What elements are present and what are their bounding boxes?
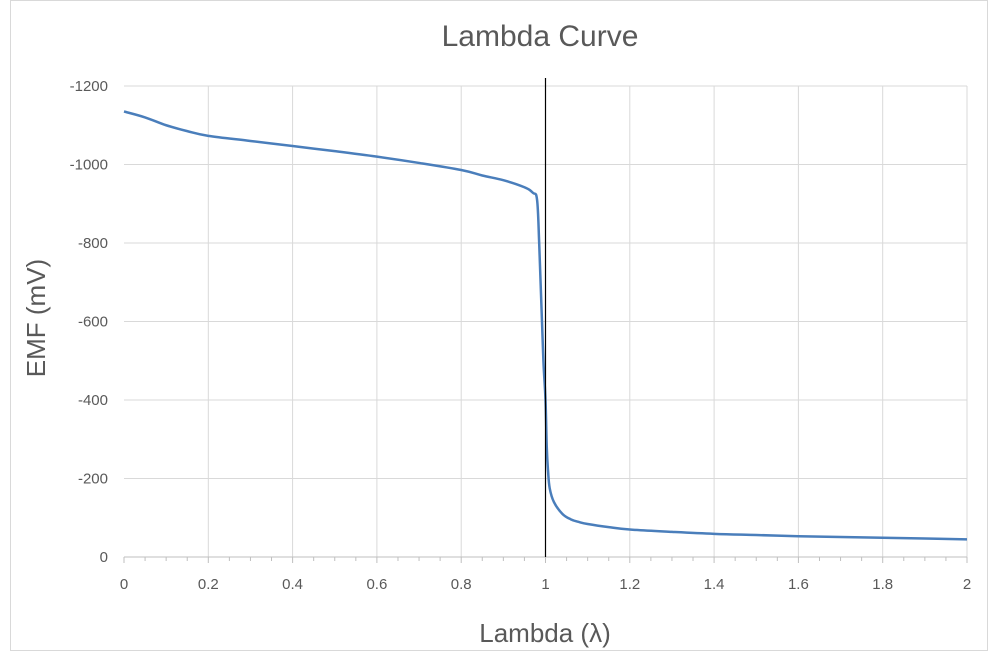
y-tick-label: -800 [78, 235, 108, 252]
x-tick-label: 1.8 [872, 576, 893, 593]
y-axis-title: EMF (mV) [21, 259, 51, 377]
x-tick-label: 0 [120, 576, 128, 593]
x-tick-labels: 0 0.2 0.4 0.6 0.8 1 1.2 1.4 1.6 1.8 2 [120, 576, 971, 593]
x-tick-label: 1.2 [619, 576, 640, 593]
x-tick-label: 0.6 [366, 576, 387, 593]
x-tick-label: 1 [541, 576, 549, 593]
x-axis-minor-ticks [123, 557, 968, 563]
x-tick-label: 0.2 [198, 576, 219, 593]
chart-title: Lambda Curve [442, 20, 639, 53]
y-tick-label: 0 [100, 549, 108, 566]
y-tick-label: -1200 [70, 78, 108, 95]
y-tick-label: -400 [78, 392, 108, 409]
series-line-emf [123, 110, 968, 541]
chart-frame [10, 0, 988, 651]
y-tick-label: -1000 [70, 157, 108, 174]
x-axis-title: Lambda (λ) [479, 618, 611, 648]
y-tick-label: -200 [78, 471, 108, 488]
y-tick-labels: 0 -200 -400 -600 -800 -1000 -1200 [70, 78, 108, 566]
x-tick-label: 1.4 [704, 576, 725, 593]
x-tick-label: 0.4 [282, 576, 303, 593]
x-tick-label: 2 [963, 576, 971, 593]
y-tick-label: -600 [78, 314, 108, 331]
x-tick-label: 1.6 [788, 576, 809, 593]
x-tick-label: 0.8 [451, 576, 472, 593]
